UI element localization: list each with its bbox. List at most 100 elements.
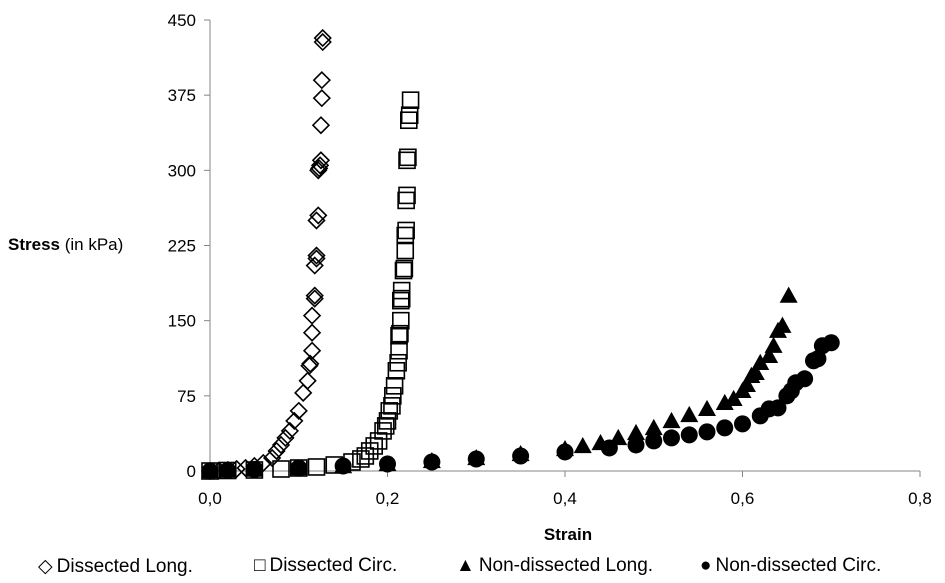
data-point	[746, 363, 765, 380]
x-axis-ticks: 0,0 0,2 0,4 0,6 0,8	[198, 471, 932, 508]
data-point	[662, 411, 681, 429]
data-point	[392, 311, 410, 330]
data-point	[764, 336, 783, 353]
legend-item-dissected-long: ◇ Dissected Long.	[38, 555, 193, 578]
data-point	[305, 289, 324, 308]
data-point	[644, 418, 663, 436]
data-point	[307, 458, 326, 476]
y-tick-label: 375	[168, 86, 196, 105]
data-point	[627, 436, 645, 454]
data-point	[262, 448, 282, 468]
data-point	[399, 111, 418, 130]
data-point	[716, 419, 734, 437]
data-point	[312, 71, 331, 90]
data-point	[245, 460, 263, 478]
legend-item-non-dissected-circ: ● Non-dissected Circ.	[700, 555, 881, 577]
data-point	[556, 443, 574, 461]
data-point	[360, 442, 379, 460]
y-tick-label: 150	[168, 312, 196, 331]
data-point	[384, 387, 402, 405]
data-point	[294, 383, 313, 402]
data-point	[627, 423, 645, 441]
data-point	[390, 326, 408, 345]
data-point	[302, 341, 322, 360]
x-axis-title: Strain	[544, 525, 592, 544]
data-point	[467, 450, 485, 468]
data-point	[680, 426, 698, 444]
y-axis-title: Stress (in kPa)	[8, 235, 123, 254]
data-point	[392, 291, 410, 310]
y-axis-ticks: 0 75 150 225 300 375 450	[168, 11, 210, 481]
data-point	[311, 151, 331, 170]
y-tick-label: 450	[168, 11, 196, 30]
data-point	[379, 455, 396, 473]
data-point	[313, 32, 332, 52]
y-tick-label: 300	[168, 161, 196, 180]
data-point	[400, 106, 419, 125]
y-axis-title-unit: (in kPa)	[60, 235, 123, 254]
series-circle-filled	[201, 334, 840, 480]
data-point	[760, 346, 779, 363]
data-point	[698, 423, 716, 441]
series-diamond-open	[200, 28, 332, 481]
data-point	[769, 399, 787, 417]
data-point	[737, 375, 756, 393]
data-point	[311, 116, 331, 135]
data-point	[396, 241, 415, 260]
data-point	[312, 89, 331, 108]
data-point	[374, 422, 392, 440]
data-point	[290, 459, 308, 477]
data-point	[698, 399, 716, 417]
legend-item-dissected-circ: □ Dissected Circ.	[254, 555, 397, 577]
data-point	[334, 457, 352, 475]
y-axis-title-bold: Stress	[8, 235, 60, 254]
legend-diamond-open-icon: ◇	[38, 556, 53, 577]
legend-square-open-icon: □	[254, 555, 266, 576]
series-triangle-filled	[201, 286, 798, 479]
x-tick-label: 0,2	[376, 489, 400, 508]
data-point	[309, 206, 328, 225]
data-point	[369, 432, 388, 450]
data-point	[378, 412, 397, 430]
legend-label: Dissected Circ.	[269, 555, 398, 576]
data-point	[397, 221, 415, 240]
data-point	[397, 191, 415, 210]
data-point	[289, 401, 308, 420]
legend-label: Non-dissected Circ.	[715, 555, 882, 576]
x-tick-label: 0,8	[908, 489, 932, 508]
data-point	[423, 453, 441, 471]
data-point	[276, 428, 295, 448]
data-point	[600, 439, 618, 457]
data-point	[399, 148, 417, 167]
data-point	[734, 415, 751, 433]
data-point	[307, 211, 326, 230]
scatter-chart: 0,0 0,2 0,4 0,6 0,8 0 75 150 225 300 375 450 Strai…	[8, 11, 932, 544]
data-point	[391, 324, 409, 343]
data-point	[395, 259, 414, 278]
y-tick-label: 0	[187, 462, 196, 481]
y-tick-label: 75	[177, 387, 196, 406]
data-point	[302, 323, 322, 342]
legend-circle-filled-icon: ●	[700, 555, 712, 576]
data-point	[796, 370, 814, 388]
axes	[209, 20, 920, 472]
legend-item-non-dissected-long: ▲ Non-dissected Long.	[456, 555, 653, 577]
legend: ◇ Dissected Long. □ Dissected Circ. ▲ No…	[0, 555, 945, 583]
data-point	[365, 437, 383, 455]
data-point	[272, 460, 290, 478]
x-tick-label: 0,6	[731, 489, 755, 508]
data-point	[307, 246, 326, 265]
data-point	[773, 316, 792, 333]
data-point	[271, 435, 291, 455]
data-point	[313, 28, 332, 48]
data-point	[380, 402, 399, 420]
x-tick-label: 0,4	[553, 489, 577, 508]
data-point	[663, 429, 680, 447]
data-point	[376, 417, 395, 435]
data-point	[398, 186, 416, 205]
data-point	[267, 441, 286, 461]
legend-triangle-filled-icon: ▲	[456, 555, 475, 576]
series-layer	[200, 28, 840, 481]
data-point	[512, 447, 530, 465]
data-point	[401, 91, 420, 109]
